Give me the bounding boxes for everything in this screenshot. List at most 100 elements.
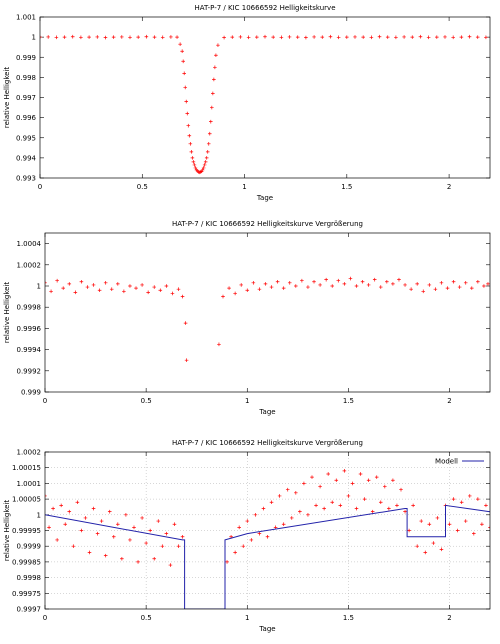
data-point — [439, 547, 444, 552]
data-point — [116, 522, 120, 527]
data-point — [217, 342, 221, 347]
data-point — [46, 35, 50, 39]
data-point — [49, 289, 53, 294]
data-point — [318, 283, 322, 287]
data-point — [314, 503, 318, 508]
data-point — [246, 35, 251, 40]
data-point — [61, 286, 66, 290]
plot-frame — [39, 16, 491, 179]
chart-title: HAT-P-7 / KIC 10666592 Helligkeitskurve — [194, 4, 335, 12]
data-point — [63, 522, 68, 527]
data-point — [178, 42, 182, 46]
y-tick-label: 1.001 — [16, 14, 36, 22]
data-point — [255, 35, 259, 39]
plot-area — [40, 34, 488, 175]
data-point — [431, 541, 436, 545]
data-point — [459, 35, 464, 39]
y-tick-label: 1.0002 — [17, 449, 42, 457]
data-point — [350, 481, 355, 486]
data-point — [87, 35, 91, 39]
data-point — [366, 283, 371, 287]
x-tick-label: 0.5 — [141, 614, 152, 622]
x-tick-label: 1 — [245, 397, 249, 405]
y-tick-label: 1.0002 — [17, 261, 42, 269]
data-point — [403, 509, 407, 514]
data-point — [190, 156, 195, 160]
data-point — [128, 35, 132, 40]
data-point — [439, 281, 444, 285]
data-point — [180, 534, 185, 539]
data-point — [202, 163, 207, 167]
data-point — [334, 478, 339, 483]
data-point — [411, 503, 415, 508]
data-point — [97, 288, 102, 293]
data-point — [287, 35, 292, 39]
data-point — [451, 35, 455, 40]
data-point — [233, 550, 237, 555]
data-point — [326, 472, 330, 476]
data-point — [47, 525, 51, 530]
data-point — [312, 279, 316, 284]
data-point — [91, 283, 96, 287]
data-point — [377, 34, 382, 39]
legend-label: Modell — [435, 458, 458, 466]
y-tick-label: 1.00015 — [12, 464, 41, 472]
data-point — [188, 141, 193, 146]
chart-panel-1: HAT-P-7 / KIC 10666592 Helligkeitskurve 0… — [3, 4, 491, 202]
data-point — [103, 35, 108, 40]
data-point — [245, 288, 250, 293]
y-tick-label: 0.997 — [16, 94, 36, 102]
data-point — [181, 59, 185, 64]
data-point — [227, 286, 231, 290]
data-point — [136, 560, 140, 564]
data-point — [486, 282, 490, 286]
chart-title: HAT-P-7 / KIC 10666592 Helligkeitskurve … — [172, 220, 363, 228]
y-tick-label: 0.9992 — [17, 367, 42, 375]
y-tick-label: 1.0001 — [17, 480, 42, 488]
data-point — [279, 35, 284, 40]
data-point — [111, 534, 116, 539]
data-point — [79, 528, 84, 533]
data-point — [426, 35, 431, 40]
data-point — [387, 506, 391, 511]
y-axis-label: relative Helligkeit — [3, 500, 11, 562]
data-point — [140, 516, 144, 520]
plot-frame — [44, 232, 491, 393]
y-tick-label: 0.993 — [16, 175, 36, 183]
data-point — [318, 484, 322, 489]
data-point — [277, 494, 282, 498]
data-point — [336, 35, 341, 40]
data-point — [399, 487, 403, 492]
data-point — [156, 519, 161, 523]
data-point — [183, 321, 188, 325]
data-point — [55, 538, 59, 542]
data-point — [423, 550, 428, 555]
x-tick-label: 1 — [242, 183, 246, 191]
data-point — [480, 522, 484, 527]
data-point — [95, 35, 100, 39]
data-point — [455, 528, 460, 533]
x-tick-label: 1.5 — [341, 183, 352, 191]
data-point — [175, 35, 179, 39]
data-point — [109, 287, 114, 291]
data-point — [285, 487, 290, 492]
data-point — [459, 500, 464, 505]
data-point — [144, 34, 149, 39]
data-point — [475, 35, 480, 39]
data-point — [397, 277, 401, 282]
data-point — [134, 286, 138, 290]
data-point — [59, 503, 63, 508]
data-point — [204, 156, 209, 160]
data-point — [189, 150, 194, 154]
data-point — [205, 150, 210, 154]
y-tick-label: 0.9999 — [17, 543, 42, 551]
data-point — [320, 35, 325, 39]
data-point — [172, 522, 177, 527]
data-point — [176, 287, 181, 291]
data-point — [206, 141, 211, 146]
data-point — [249, 538, 254, 542]
x-tick-label: 0.5 — [137, 183, 148, 191]
data-point — [191, 160, 196, 164]
data-point — [99, 519, 104, 523]
data-point — [79, 279, 84, 284]
